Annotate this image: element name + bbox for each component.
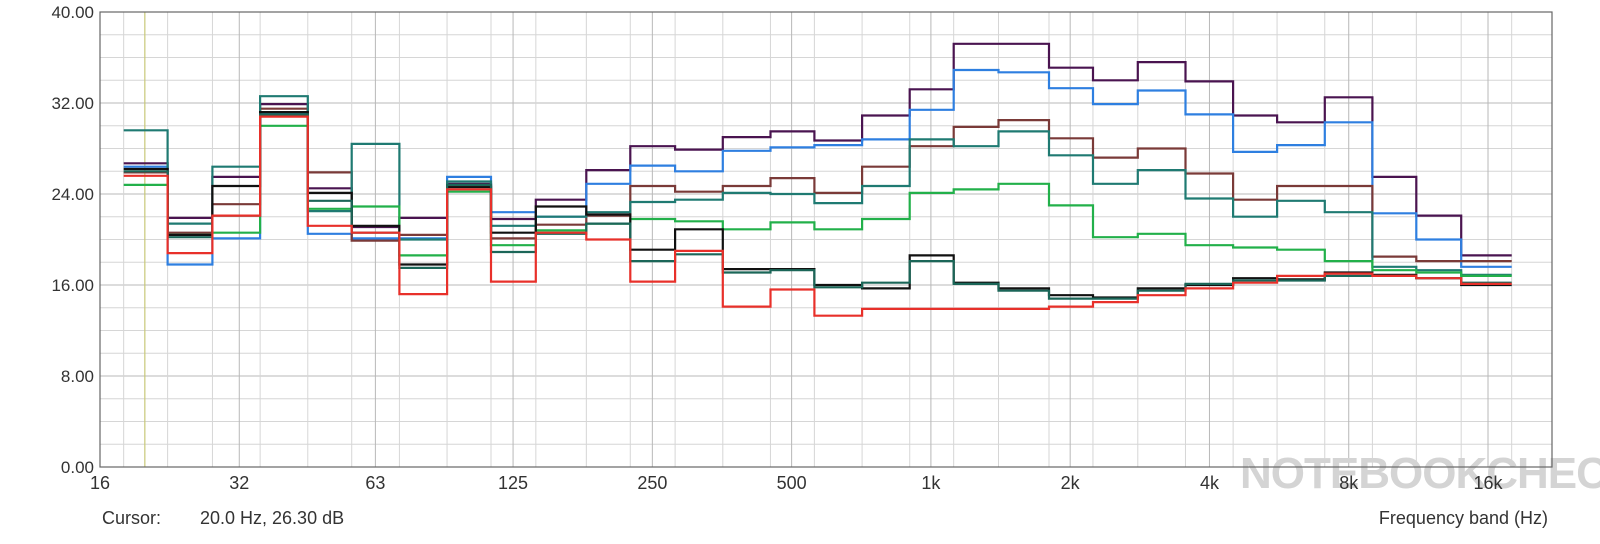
series-layer [123,42,1512,317]
y-axis-ticks: 0.00 8.00 16.00 24.00 32.00 40.00 [51,3,94,477]
series-line-3 [123,107,1512,263]
x-tick-label: 2k [1061,473,1081,493]
x-tick-label: 250 [637,473,667,493]
plot-frame [99,11,1553,468]
watermark: NOTEBOOKCHECK [1240,449,1600,498]
series-line-8 [123,115,1512,317]
footer: Cursor: 20.0 Hz, 26.30 dB Frequency band… [102,508,1548,528]
series-line-1 [123,42,1512,257]
x-tick-label: 1k [921,473,941,493]
series-line-4 [123,95,1512,276]
grid [99,11,1553,468]
cursor-label: Cursor: [102,508,161,528]
x-tick-label: 16k [1473,473,1503,493]
y-tick-label: 0.00 [61,458,94,477]
x-tick-label: 500 [777,473,807,493]
watermark-text: NOTEBOOKCHECK [1240,449,1600,498]
y-tick-label: 16.00 [51,276,94,295]
cursor-readout: 20.0 Hz, 26.30 dB [200,508,344,528]
series-line-2 [123,68,1512,268]
x-axis-ticks: 16 32 63 125 250 500 1k 2k 4k 8k 16k [90,473,1504,493]
y-tick-label: 32.00 [51,94,94,113]
x-tick-label: 32 [229,473,249,493]
x-axis-label: Frequency band (Hz) [1379,508,1548,528]
y-tick-label: 8.00 [61,367,94,386]
y-tick-label: 24.00 [51,185,94,204]
x-tick-label: 16 [90,473,110,493]
x-tick-label: 8k [1339,473,1359,493]
y-tick-label: 40.00 [51,3,94,22]
x-tick-label: 4k [1200,473,1220,493]
series-line-7 [123,113,1512,300]
x-tick-label: 63 [365,473,385,493]
x-tick-label: 125 [498,473,528,493]
